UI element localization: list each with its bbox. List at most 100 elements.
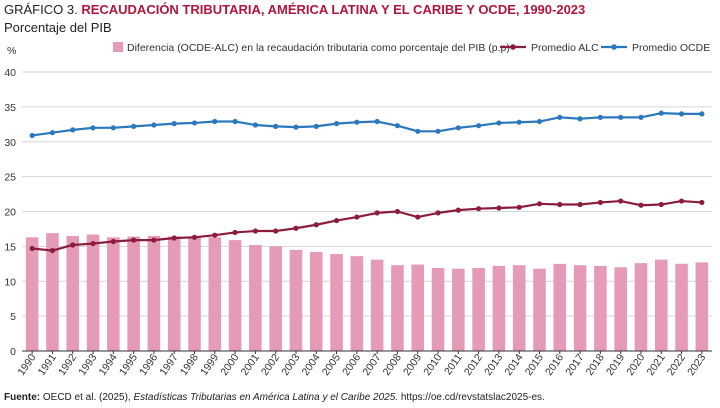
x-tick-label: 2013 bbox=[482, 352, 505, 378]
point-ocde bbox=[394, 123, 401, 129]
x-tick-label: 1996 bbox=[137, 352, 160, 378]
point-alc bbox=[638, 202, 644, 208]
point-alc bbox=[90, 240, 96, 247]
bar-difference bbox=[452, 268, 465, 351]
x-tick-label: 2009 bbox=[401, 352, 424, 378]
legend-label-difference: Diferencia (OCDE-ALC) en la recaudación … bbox=[127, 42, 510, 54]
point-alc bbox=[618, 198, 624, 204]
point-ocde bbox=[435, 128, 441, 134]
point-ocde bbox=[293, 124, 299, 130]
point-alc bbox=[131, 237, 137, 243]
x-tick-label: 2010 bbox=[421, 352, 444, 378]
point-ocde bbox=[49, 130, 56, 136]
y-tick-label: 35 bbox=[4, 102, 16, 114]
x-tick-label: 2001 bbox=[239, 352, 262, 378]
point-alc bbox=[496, 205, 502, 211]
point-alc bbox=[699, 199, 705, 206]
bar-difference bbox=[269, 246, 282, 351]
x-tick-label: 1992 bbox=[56, 352, 79, 378]
line-ocde bbox=[32, 112, 702, 137]
point-alc bbox=[354, 214, 360, 220]
bar-difference bbox=[634, 263, 648, 351]
point-alc bbox=[374, 210, 380, 216]
point-ocde bbox=[191, 120, 198, 126]
point-alc bbox=[29, 245, 35, 252]
bar-difference bbox=[167, 236, 181, 351]
source-note: Fuente: OECD et al. (2025), Estadísticas… bbox=[4, 392, 545, 403]
bar-difference bbox=[309, 251, 323, 351]
point-ocde bbox=[354, 119, 360, 125]
point-ocde bbox=[618, 114, 624, 120]
point-alc bbox=[516, 204, 522, 210]
point-ocde bbox=[333, 121, 340, 127]
x-tick-label: 2017 bbox=[563, 352, 586, 378]
x-tick-label: 2016 bbox=[543, 352, 566, 378]
x-tick-label: 2000 bbox=[218, 352, 241, 378]
bar-difference bbox=[391, 265, 404, 351]
bar-difference bbox=[512, 265, 526, 351]
point-ocde bbox=[252, 122, 258, 128]
lines-averages bbox=[29, 110, 705, 254]
bar-difference bbox=[533, 268, 546, 351]
bar-difference bbox=[614, 267, 627, 351]
point-ocde bbox=[273, 123, 279, 130]
point-ocde bbox=[597, 114, 603, 120]
point-alc bbox=[557, 201, 563, 208]
bar-difference bbox=[573, 265, 587, 351]
point-ocde bbox=[131, 123, 137, 130]
chart-title-prefix: GRÁFICO 3. bbox=[4, 2, 78, 17]
x-tick-label: 1995 bbox=[117, 352, 140, 378]
bar-difference bbox=[350, 256, 364, 351]
point-ocde bbox=[557, 114, 563, 120]
bar-difference bbox=[127, 236, 140, 351]
point-alc bbox=[110, 238, 116, 245]
y-tick-label: 20 bbox=[4, 207, 16, 219]
point-ocde bbox=[171, 121, 177, 127]
x-tick-label: 2019 bbox=[604, 352, 627, 378]
y-tick-label: 40 bbox=[4, 67, 16, 79]
bar-difference bbox=[330, 254, 343, 351]
point-alc bbox=[333, 217, 340, 224]
x-tick-label: 2008 bbox=[381, 352, 404, 378]
point-ocde bbox=[212, 118, 218, 125]
bar-difference bbox=[147, 235, 161, 351]
x-tick-label: 2004 bbox=[299, 352, 322, 378]
point-alc bbox=[536, 201, 543, 207]
bar-difference bbox=[594, 265, 607, 351]
bar-difference bbox=[188, 236, 201, 351]
point-ocde bbox=[70, 127, 76, 133]
point-ocde bbox=[536, 118, 543, 125]
point-ocde bbox=[29, 132, 35, 139]
point-alc bbox=[577, 201, 583, 208]
point-alc bbox=[212, 232, 218, 238]
x-tick-label: 2006 bbox=[340, 352, 363, 378]
x-tick-label: 1990 bbox=[15, 352, 38, 378]
point-ocde bbox=[516, 119, 522, 125]
x-tick-label: 1998 bbox=[178, 352, 201, 378]
bar-difference bbox=[370, 259, 384, 351]
y-tick-label: 5 bbox=[10, 311, 16, 323]
point-ocde bbox=[110, 125, 116, 131]
bar-difference bbox=[249, 244, 262, 351]
x-tick-label: 1991 bbox=[36, 352, 59, 378]
x-tick-label: 2018 bbox=[584, 352, 607, 378]
bar-difference bbox=[208, 237, 222, 351]
bar-difference bbox=[228, 240, 242, 351]
source-link[interactable]: https://oe.cd/revstatslac2025-es. bbox=[398, 392, 545, 403]
source-text: OECD et al. (2025), bbox=[42, 392, 134, 403]
point-ocde bbox=[476, 123, 482, 129]
x-tick-label: 2002 bbox=[259, 352, 282, 378]
line-alc bbox=[32, 199, 702, 252]
source-label: Fuente: bbox=[4, 392, 41, 403]
grid-lines bbox=[22, 71, 712, 317]
y-tick-label: 15 bbox=[4, 241, 16, 253]
chart-subtitle: Porcentaje del PIB bbox=[4, 20, 112, 35]
bar-difference bbox=[107, 237, 120, 351]
point-ocde bbox=[638, 114, 644, 120]
legend-marker-ocde bbox=[611, 44, 617, 50]
point-alc bbox=[293, 225, 299, 231]
bar-difference bbox=[654, 259, 668, 351]
bar-difference bbox=[431, 267, 445, 351]
legend-label-alc: Promedio ALC bbox=[531, 42, 599, 54]
point-alc bbox=[191, 234, 198, 240]
